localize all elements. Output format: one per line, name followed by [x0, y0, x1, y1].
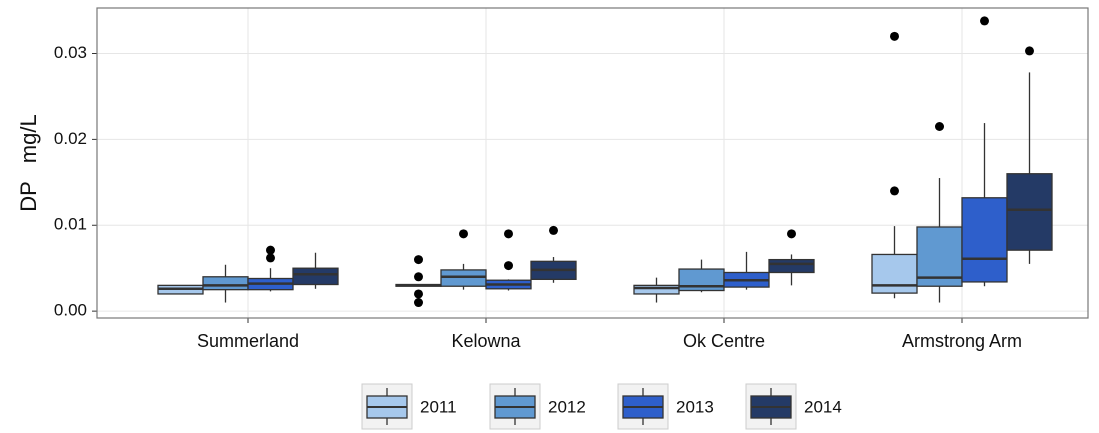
outlier	[266, 245, 275, 255]
y-tick-label: 0.01	[54, 215, 87, 234]
outlier	[1025, 46, 1034, 56]
x-tick-label: Kelowna	[451, 331, 521, 351]
y-axis-label: DP mg/L	[16, 114, 41, 211]
box	[440, 269, 487, 287]
outlier	[414, 255, 423, 265]
legend-label: 2012	[548, 397, 586, 416]
outlier	[890, 31, 899, 41]
outlier	[935, 122, 944, 132]
outlier	[890, 186, 899, 196]
box	[1006, 173, 1053, 251]
y-tick-label: 0.02	[54, 129, 87, 148]
outlier	[980, 16, 989, 26]
legend-label: 2013	[676, 397, 714, 416]
x-tick-label: Summerland	[197, 331, 299, 351]
outlier	[504, 229, 513, 239]
outlier	[787, 229, 796, 239]
legend-label: 2014	[804, 397, 842, 416]
outlier	[414, 272, 423, 282]
box	[202, 276, 249, 291]
y-tick-label: 0.03	[54, 43, 87, 62]
box	[768, 258, 815, 274]
outlier	[549, 225, 558, 235]
legend-label: 2011	[420, 397, 457, 416]
x-tick-label: Armstrong Arm	[902, 331, 1022, 351]
y-tick-label: 0.00	[54, 301, 87, 320]
outlier	[459, 229, 468, 239]
outlier	[414, 289, 423, 299]
box	[961, 197, 1008, 283]
x-tick-label: Ok Centre	[683, 331, 765, 351]
outlier	[414, 298, 423, 308]
outlier	[266, 253, 275, 263]
box	[292, 267, 339, 286]
box	[916, 226, 963, 287]
outlier	[504, 261, 513, 271]
plot-border	[96, 7, 1089, 319]
box	[633, 284, 680, 295]
box	[871, 253, 918, 294]
